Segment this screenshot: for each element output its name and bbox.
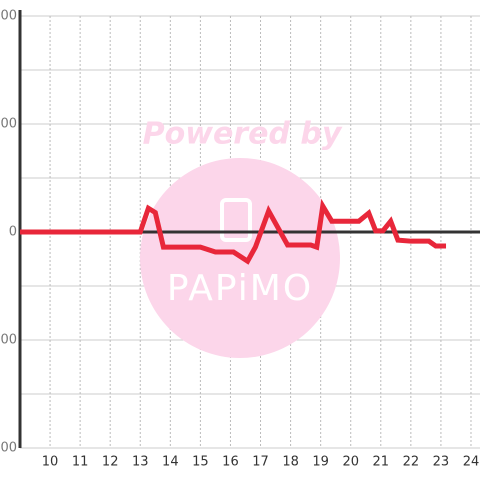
x-tick-label: 16 bbox=[222, 455, 239, 470]
y-tick-label: -2,000 bbox=[0, 441, 17, 456]
x-tick-label: 14 bbox=[162, 455, 179, 470]
x-tick-label: 21 bbox=[373, 455, 390, 470]
x-tick-label: 19 bbox=[312, 455, 329, 470]
y-tick-label: 0 bbox=[9, 225, 17, 240]
x-tick-label: 23 bbox=[433, 455, 450, 470]
x-tick-label: 18 bbox=[282, 455, 299, 470]
x-tick-label: 20 bbox=[342, 455, 359, 470]
x-tick-label: 17 bbox=[252, 455, 269, 470]
y-tick-label: 2,000 bbox=[0, 9, 17, 24]
watermark-text: Powered by bbox=[143, 117, 343, 152]
y-tick-label: -2,000 bbox=[0, 333, 17, 348]
y-tick-label: 1,000 bbox=[0, 117, 17, 132]
x-tick-label: 10 bbox=[42, 455, 59, 470]
watermark-icon bbox=[220, 198, 252, 242]
x-tick-label: 15 bbox=[192, 455, 209, 470]
x-tick-label: 13 bbox=[132, 455, 149, 470]
x-tick-label: 24 bbox=[463, 455, 480, 470]
x-tick-label: 22 bbox=[403, 455, 420, 470]
watermark-logo: PAPiMO bbox=[167, 268, 313, 309]
data-line bbox=[20, 198, 447, 265]
x-tick-label: 12 bbox=[102, 455, 119, 470]
x-tick-label: 11 bbox=[72, 455, 89, 470]
